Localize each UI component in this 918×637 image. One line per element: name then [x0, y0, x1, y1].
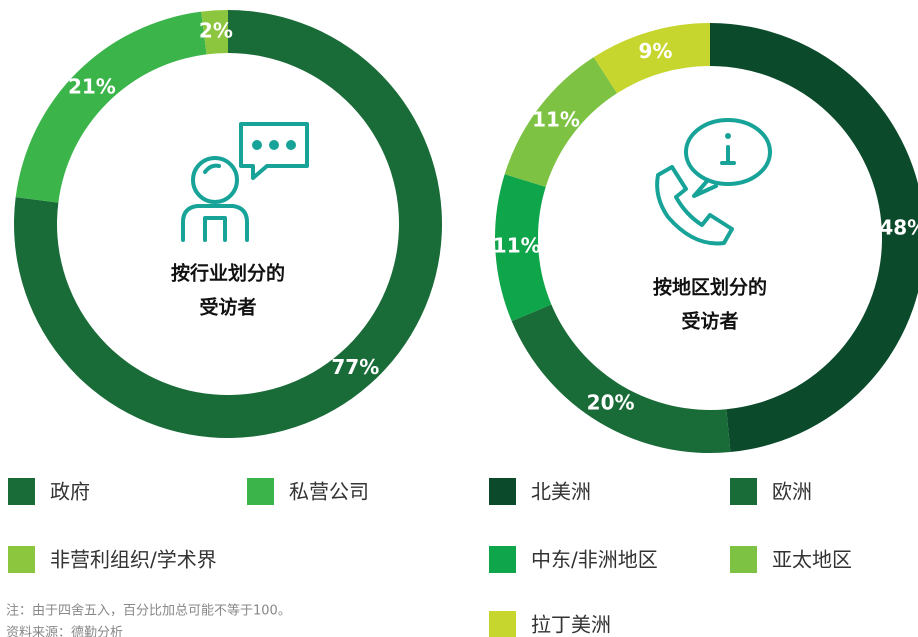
center-text: 受访者 — [199, 296, 256, 319]
legend-label: 北美洲 — [531, 480, 591, 504]
data-label: 77% — [331, 355, 379, 379]
data-label: 21% — [68, 74, 116, 98]
legend-swatch — [247, 478, 274, 505]
center-text: 按地区划分的 — [653, 276, 767, 299]
donut-segment — [504, 57, 618, 187]
donut-segment — [15, 11, 207, 203]
legend-swatch — [8, 546, 35, 573]
data-label: 11% — [532, 107, 580, 131]
data-label: 11% — [493, 234, 541, 258]
donut-segment — [201, 10, 228, 55]
center-text: 按行业划分的 — [171, 262, 285, 285]
legend-label: 亚太地区 — [772, 548, 852, 572]
legend-label: 欧洲 — [772, 480, 812, 504]
data-label: 2% — [199, 18, 233, 42]
person-icon — [181, 122, 309, 242]
legend-swatch — [489, 478, 516, 505]
donut-segment — [593, 23, 710, 94]
note: 资料来源：德勤分析 — [6, 626, 123, 637]
data-label: 9% — [639, 39, 673, 63]
center-text: 受访者 — [681, 310, 738, 333]
bubble-dots — [252, 140, 296, 150]
legend-swatch — [489, 611, 516, 637]
info-dot — [725, 133, 731, 139]
legend-swatch — [730, 546, 757, 573]
data-label: 20% — [587, 391, 635, 415]
donut-segment — [494, 174, 552, 322]
legend-label: 私营公司 — [289, 480, 369, 504]
legend-label: 政府 — [50, 480, 90, 504]
legend-swatch — [730, 478, 757, 505]
donut-segment — [710, 23, 918, 453]
data-label: 48% — [879, 215, 918, 239]
legend-label: 非营利组织/学术界 — [50, 548, 217, 572]
legend-swatch — [8, 478, 35, 505]
phone-icon — [655, 118, 772, 246]
legend-swatch — [489, 546, 516, 573]
donut-segment — [511, 304, 731, 453]
note: 注：由于四舍五入，百分比加总可能不等于100。 — [6, 603, 291, 619]
legend-label: 拉丁美洲 — [531, 613, 611, 637]
legend-label: 中东/非洲地区 — [531, 548, 658, 572]
